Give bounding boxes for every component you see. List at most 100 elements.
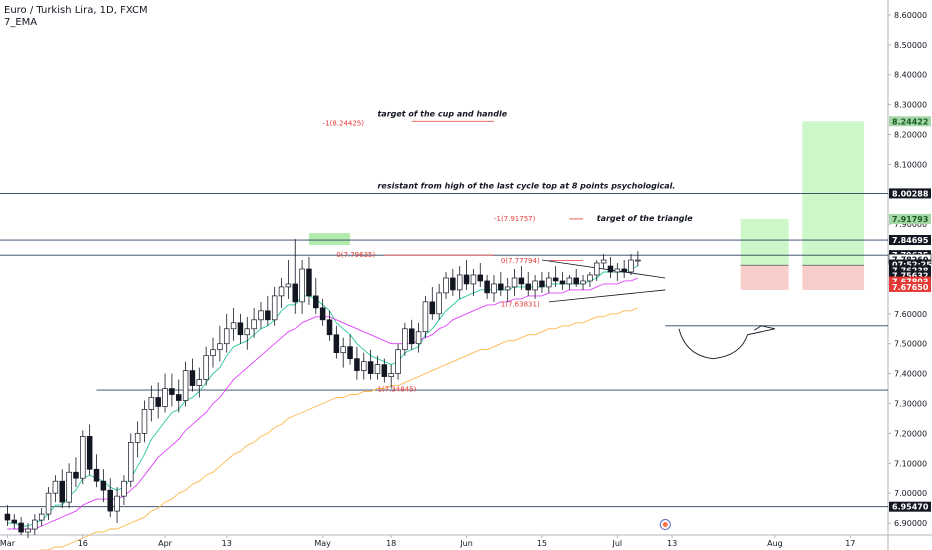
- candle-body: [347, 346, 353, 360]
- candle-body: [271, 295, 278, 321]
- price-tag-10: [889, 281, 931, 292]
- candle-body: [614, 268, 621, 273]
- candle-body: [381, 364, 388, 377]
- y-tick-label: 6.90000: [894, 519, 927, 528]
- candle-body: [429, 301, 436, 315]
- candle-body: [511, 277, 518, 288]
- candle-body: [230, 322, 237, 330]
- candle-body: [518, 277, 525, 285]
- candle-body: [456, 274, 463, 291]
- price-tag-label-1: 8.00288: [892, 189, 929, 198]
- candle-body: [594, 262, 600, 276]
- price-tag-7: [889, 265, 931, 276]
- x-tick-label: 15: [537, 539, 547, 548]
- price-tag-0: [889, 116, 931, 127]
- candle-body: [484, 280, 490, 294]
- candle-body: [121, 480, 127, 497]
- y-tick-label: 8.20000: [894, 130, 927, 139]
- y-tick-label: 7.20000: [894, 429, 927, 438]
- annotation-2: target of the triangle: [597, 214, 693, 223]
- candle-body: [415, 331, 422, 345]
- x-tick-label: 13: [667, 539, 677, 548]
- candle-body: [395, 349, 401, 374]
- y-tick-label: 8.50000: [894, 41, 927, 50]
- candle-body: [402, 328, 408, 351]
- candle-body: [237, 322, 244, 336]
- candle-body: [443, 277, 449, 294]
- y-tick-label: 8.30000: [894, 101, 927, 110]
- annotation-8: 1(7.34845): [377, 386, 416, 394]
- candle-body: [299, 268, 305, 303]
- price-tag-label-0: 8.24422: [892, 117, 928, 126]
- y-tick-label: 8.40000: [894, 71, 927, 80]
- y-tick-label: 8.60000: [894, 11, 927, 20]
- candle-body: [38, 513, 45, 521]
- candle-body: [80, 436, 86, 479]
- candle-body: [73, 471, 79, 479]
- candle-body: [155, 397, 161, 407]
- candle-body: [374, 364, 381, 374]
- candle-body: [546, 277, 552, 288]
- y-tick-label: 7.40000: [894, 370, 927, 379]
- candle-body: [525, 283, 531, 291]
- candle-body: [539, 280, 545, 288]
- candle-body: [463, 274, 470, 285]
- candle-body: [470, 274, 477, 285]
- candle-body: [107, 489, 113, 512]
- candle-body: [25, 528, 31, 533]
- candle-body: [169, 388, 175, 395]
- x-tick-label: 13: [222, 539, 232, 548]
- candle-body: [86, 436, 93, 470]
- candle-body: [52, 480, 59, 494]
- price-tag-label-2: 7.91793: [892, 215, 928, 224]
- candle-body: [265, 310, 271, 321]
- ema-line-2: [40, 307, 639, 550]
- candle-body: [66, 471, 72, 503]
- x-tick-label: 18: [386, 539, 396, 548]
- candle-body: [100, 480, 107, 491]
- candle-body: [333, 334, 340, 354]
- candle-body: [182, 370, 189, 401]
- target-zone-0: [740, 218, 789, 266]
- price-tag-11: [889, 501, 931, 512]
- candle-body: [628, 259, 634, 273]
- candle-body: [292, 283, 298, 303]
- candle-body: [258, 310, 264, 321]
- candle-body: [326, 319, 333, 336]
- candle-body: [134, 433, 141, 443]
- candle-body: [573, 277, 579, 285]
- price-tag-label-11: 6.95470: [892, 503, 929, 512]
- y-tick-label: 7.60000: [894, 310, 927, 319]
- candle-body: [635, 259, 641, 262]
- x-tick-label: 17: [845, 539, 855, 548]
- x-tick-label: Mar: [0, 539, 16, 548]
- highlight-box: [308, 233, 351, 246]
- candle-body: [319, 307, 326, 321]
- candle-body: [244, 328, 251, 336]
- candle-body: [141, 409, 148, 434]
- x-tick-label: Aug: [767, 539, 783, 548]
- annotation-5: 0(7.79635): [336, 251, 375, 259]
- price-tag-6: [889, 259, 931, 270]
- candle-body: [217, 343, 223, 351]
- chart-title: Euro / Turkish Lira, 1D, FXCM: [4, 5, 148, 16]
- candle-body: [210, 349, 216, 357]
- candle-body: [114, 495, 120, 512]
- candle-body: [4, 513, 11, 521]
- candle-body: [566, 277, 573, 285]
- candle-body: [148, 397, 155, 410]
- stop-zone-0: [740, 265, 789, 290]
- stop-zone-1: [802, 265, 865, 290]
- candle-body: [361, 361, 367, 371]
- candle-body: [45, 492, 52, 515]
- y-tick-label: 7.30000: [894, 399, 927, 408]
- candle-body: [128, 441, 134, 482]
- candle-body: [491, 283, 497, 294]
- candle-body: [223, 328, 230, 345]
- candle-body: [11, 519, 18, 524]
- candle-body: [580, 280, 586, 285]
- x-tick-label: 16: [78, 539, 88, 548]
- candle-body: [196, 379, 203, 386]
- candle-body: [422, 301, 429, 333]
